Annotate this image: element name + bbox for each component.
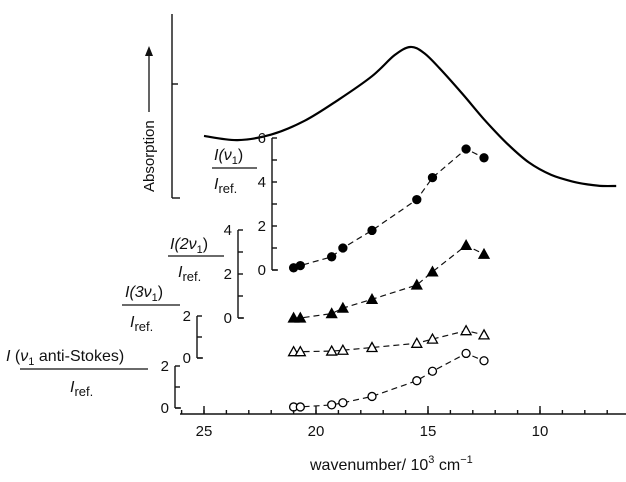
y-tick-label: 4 (224, 222, 232, 239)
y-tick-label: 2 (224, 266, 232, 283)
data-point (477, 247, 491, 259)
y-label-3nu1: I(3ν1) Iref. (122, 284, 180, 334)
data-point (479, 356, 489, 366)
data-point (410, 336, 423, 348)
svg-text:Iref.: Iref. (214, 176, 237, 196)
svg-text:I(2ν1): I(2ν1) (170, 236, 208, 256)
series-line (293, 352, 485, 408)
data-point (336, 301, 349, 313)
data-point (295, 402, 305, 412)
data-point (367, 225, 377, 236)
data-point (426, 265, 439, 277)
svg-text:Iref.: Iref. (130, 314, 153, 334)
x-tick-label: 10 (532, 423, 549, 440)
svg-text:I (ν1 anti-Stokes): I (ν1 anti-Stokes) (6, 348, 124, 368)
svg-text:I(ν1): I(ν1) (214, 147, 243, 167)
data-point (427, 172, 438, 183)
series-line (293, 330, 485, 353)
svg-text:I(3ν1): I(3ν1) (125, 284, 163, 304)
x-tick-label: 15 (420, 423, 437, 440)
y-label-nu1: I(ν1) Iref. (212, 147, 257, 196)
series-line (293, 148, 485, 269)
panel-3: 02 (183, 308, 491, 367)
svg-text:Iref.: Iref. (70, 379, 93, 399)
data-point (336, 343, 349, 355)
y-tick-label: 0 (258, 262, 266, 279)
y-tick-label: 0 (183, 350, 191, 367)
y-tick-label: 2 (161, 358, 169, 375)
data-point (325, 344, 338, 356)
data-point (412, 194, 422, 205)
data-point (461, 348, 471, 359)
y-axis-labels: I(ν1) Iref. I(2ν1) Iref. I(3ν1) Iref. I … (6, 147, 257, 399)
data-point (410, 278, 423, 290)
absorption-arrow-head (145, 46, 153, 56)
y-tick-label: 4 (258, 174, 266, 191)
data-point (327, 252, 337, 262)
data-point (461, 144, 471, 154)
data-point (295, 260, 305, 271)
y-tick-label: 6 (258, 130, 266, 147)
x-axis-label: wavenumber/ 103 cm−1 (309, 454, 473, 474)
panel-2: 0 2 4 (224, 222, 491, 327)
svg-text:Iref.: Iref. (178, 264, 201, 284)
data-point (427, 366, 438, 376)
data-point (477, 328, 491, 340)
data-point (365, 341, 379, 353)
absorption-curve (203, 45, 617, 188)
data-point (367, 391, 377, 402)
data-point (459, 239, 473, 251)
absorption-panel: Absorption (141, 14, 617, 199)
x-axis: 25 20 15 10 (180, 406, 626, 440)
data-point (412, 376, 422, 386)
x-tick-label: 25 (196, 423, 213, 440)
data-point (294, 311, 307, 323)
data-point (325, 307, 338, 319)
y-tick-label: 0 (224, 310, 232, 327)
data-point (338, 398, 348, 408)
data-point (327, 400, 337, 410)
data-point (479, 153, 489, 163)
y-tick-label: 0 (161, 400, 169, 417)
absorption-label: Absorption (141, 120, 158, 192)
data-point (338, 243, 348, 253)
y-label-antistokes: I (ν1 anti-Stokes) Iref. (6, 348, 148, 399)
y-tick-label: 2 (258, 218, 266, 235)
y-tick-label: 2 (183, 308, 191, 325)
data-point (426, 332, 439, 344)
data-point (459, 324, 473, 336)
data-point (365, 292, 379, 304)
panel-4: 02 (161, 348, 489, 417)
data-point (294, 345, 307, 357)
y-label-2nu1: I(2ν1) Iref. (168, 236, 224, 284)
panel-1: 0 2 4 6 (258, 130, 489, 279)
x-tick-label: 20 (308, 423, 325, 440)
series-line (293, 244, 485, 319)
